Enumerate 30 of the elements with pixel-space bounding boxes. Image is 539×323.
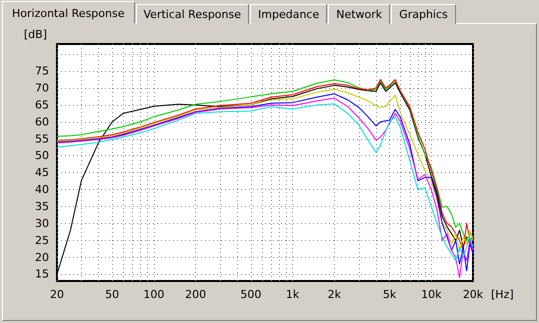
y-tick-label: 35: [35, 200, 49, 214]
y-tick-label: 75: [35, 64, 49, 78]
y-tick-label: 15: [35, 268, 49, 281]
text: Network: [328, 4, 390, 24]
x-tick-label: 5k: [382, 288, 397, 301]
text: Horizontal Response: [2, 1, 134, 24]
text: Graphics: [391, 4, 456, 24]
y-tick-label: 70: [35, 82, 49, 95]
x-tick-label: 500: [240, 288, 262, 301]
x-axis-title: [Hz]: [491, 288, 514, 301]
x-tick-label: 50: [105, 288, 120, 301]
y-tick-label: 55: [35, 132, 49, 146]
text: Vertical Response: [136, 4, 250, 24]
y-tick-label: 60: [35, 115, 49, 128]
x-tick-label: 100: [143, 288, 164, 301]
x-tick-label: 20k: [462, 288, 484, 301]
x-tick-label: 1k: [286, 288, 300, 301]
y-axis-title: [dB]: [24, 28, 47, 41]
y-tick-label: 30: [35, 216, 49, 230]
y-tick-label: 40: [35, 183, 49, 196]
x-tick-label: 2k: [328, 288, 342, 301]
text: Impedance: [250, 4, 328, 24]
x-tick-label: 20: [50, 288, 64, 301]
y-tick-label: 45: [35, 166, 49, 180]
y-tick-label: 25: [35, 234, 49, 247]
x-tick-label: 10k: [421, 288, 442, 301]
y-tick-label: 20: [35, 250, 49, 264]
y-tick-label: 65: [35, 98, 49, 112]
x-tick-label: 200: [185, 288, 206, 301]
y-tick-label: 50: [35, 149, 49, 162]
